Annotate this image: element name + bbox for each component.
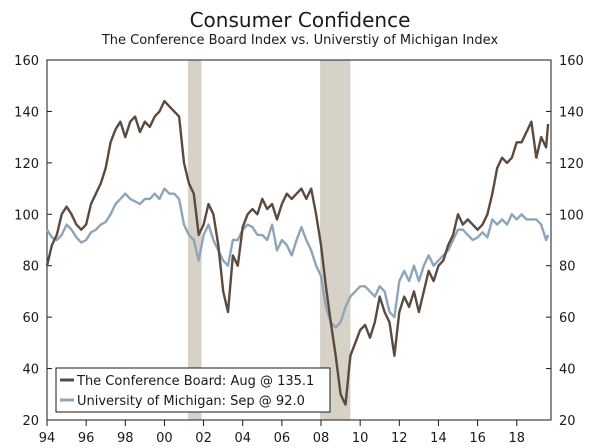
series-line-1 bbox=[45, 99, 550, 406]
x-tick-label: 04 bbox=[234, 431, 251, 446]
y-tick-label-right: 60 bbox=[559, 311, 576, 326]
x-tick-label: 18 bbox=[508, 431, 525, 446]
x-tick-label: 08 bbox=[313, 431, 330, 446]
y-tick-label-left: 100 bbox=[14, 208, 39, 223]
plot-area-frame bbox=[46, 59, 552, 421]
x-tick-label: 14 bbox=[430, 431, 447, 446]
y-tick-label-right: 100 bbox=[559, 208, 584, 223]
x-tick-label: 06 bbox=[274, 431, 291, 446]
series-line-2 bbox=[45, 187, 550, 329]
y-tick-label-left: 20 bbox=[22, 414, 39, 429]
legend-box bbox=[55, 367, 331, 413]
y-tick-label-right: 120 bbox=[559, 157, 584, 172]
x-tick-label: 02 bbox=[195, 431, 212, 446]
x-tick-label: 10 bbox=[352, 431, 369, 446]
y-tick-label-left: 60 bbox=[22, 311, 39, 326]
x-tick-label: 00 bbox=[156, 431, 173, 446]
legend-label-2: University of Michigan: Sep @ 92.0 bbox=[77, 394, 305, 409]
x-tick-label: 96 bbox=[78, 431, 95, 446]
y-tick-label-left: 160 bbox=[14, 54, 39, 69]
chart-subtitle: The Conference Board Index vs. Universti… bbox=[101, 33, 499, 48]
y-tick-label-left: 120 bbox=[14, 157, 39, 172]
y-tick-label-right: 160 bbox=[559, 54, 584, 69]
series-lines bbox=[45, 99, 550, 406]
y-tick-label-left: 140 bbox=[14, 105, 39, 120]
recession-bands bbox=[187, 60, 351, 420]
legend-label-1: The Conference Board: Aug @ 135.1 bbox=[76, 374, 314, 389]
y-tick-label-right: 140 bbox=[559, 105, 584, 120]
chart-title: Consumer Confidence bbox=[189, 8, 411, 32]
x-tick-label: 12 bbox=[391, 431, 408, 446]
recession-band-2 bbox=[320, 60, 351, 420]
y-tick-label-right: 80 bbox=[559, 260, 576, 275]
y-tick-label-left: 80 bbox=[22, 260, 39, 275]
y-tick-label-left: 40 bbox=[22, 363, 39, 378]
x-tick-label: 94 bbox=[39, 431, 56, 446]
x-tick-label: 98 bbox=[117, 431, 134, 446]
x-tick-label: 16 bbox=[469, 431, 486, 446]
y-tick-label-right: 40 bbox=[559, 363, 576, 378]
legend: The Conference Board: Aug @ 135.1 Univers… bbox=[55, 367, 331, 413]
y-tick-label-right: 20 bbox=[559, 414, 576, 429]
